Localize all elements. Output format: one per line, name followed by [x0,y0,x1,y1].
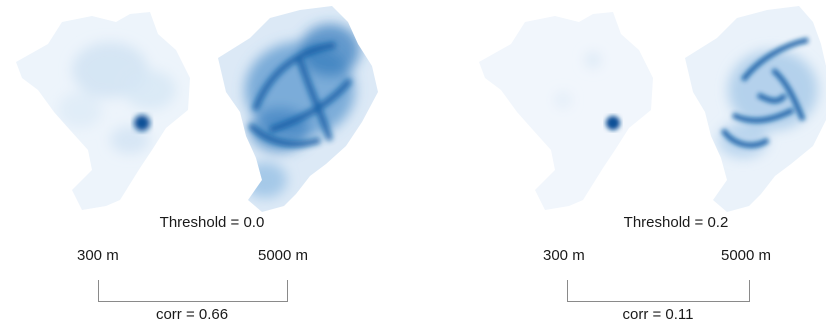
hotspot-300m [134,115,150,131]
correlation-label: corr = 0.66 [155,306,229,323]
threshold-label: Threshold = 0.0 [159,214,265,231]
map-300m [16,12,190,210]
heatmap-pair [16,6,378,212]
comparison-panel-threshold-0.2: Threshold = 0.2 300 m 5000 m corr = 0.11 [413,0,826,327]
map-5000m [685,6,826,212]
map-300m-outline [16,12,190,210]
correlation-bracket [567,280,750,302]
map-300m [479,12,653,210]
correlation-label: corr = 0.11 [622,306,694,323]
map-5000m [218,6,378,212]
heatmap-pair [479,6,826,212]
scale-label-5000m: 5000 m [721,247,772,264]
scale-label-300m: 300 m [543,247,585,264]
hotspot-300m [606,116,620,130]
correlation-bracket [98,280,288,302]
scale-label-300m: 300 m [77,247,119,264]
threshold-label: Threshold = 0.2 [623,214,729,231]
scale-label-5000m: 5000 m [258,247,309,264]
comparison-panel-threshold-0: Threshold = 0.0 300 m 5000 m corr = 0.66 [16,6,378,323]
map-300m-outline [479,12,653,210]
